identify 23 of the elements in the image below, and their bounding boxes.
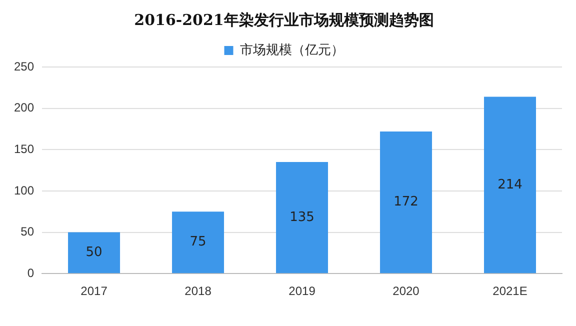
x-tick-label: 2018 [184,284,212,298]
y-tick-label: 100 [14,183,34,198]
y-tick-label: 50 [20,224,34,239]
x-tick-label: 2019 [288,284,316,298]
bar [380,131,432,274]
data-label: 172 [394,194,418,210]
data-label: 75 [190,234,206,250]
bar [172,212,224,274]
bar [276,162,328,274]
x-tick-label: 2021E [492,284,528,298]
bar [68,232,120,274]
chart-title: 2016-2021年染发行业市场规模预测趋势图 [134,10,434,29]
x-tick-label: 2020 [392,284,420,298]
data-label: 214 [498,177,522,192]
y-tick-label: 150 [14,142,34,156]
y-tick-label: 200 [14,100,34,115]
data-label: 50 [86,245,102,260]
legend-label: 市场规模（亿元） [240,42,344,58]
y-tick-label: 250 [14,59,34,74]
x-tick-label: 2017 [80,284,108,298]
y-tick-label: 0 [27,266,34,280]
data-label: 135 [290,210,314,225]
bar [484,96,536,274]
